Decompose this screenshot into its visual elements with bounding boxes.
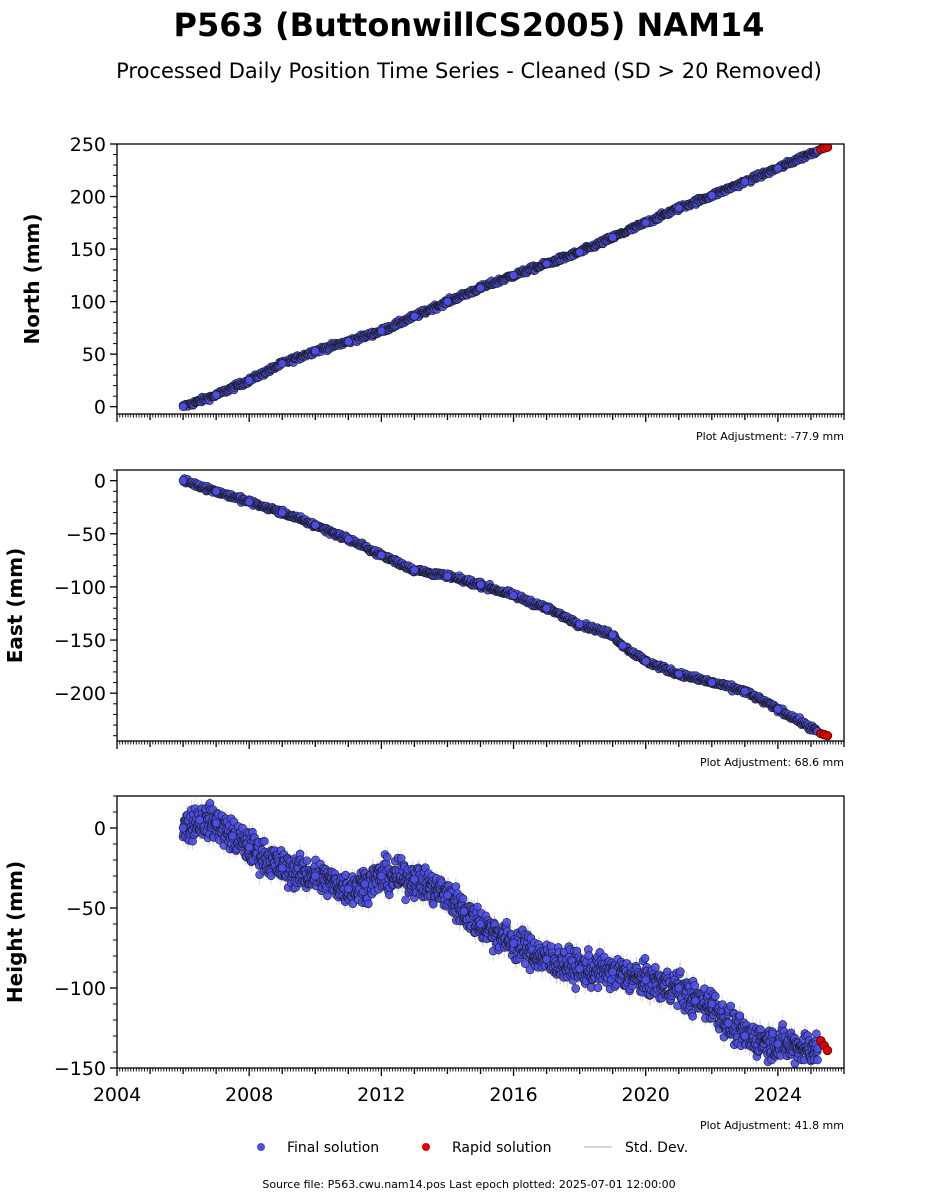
final-solution-point	[773, 163, 783, 173]
y-tick-label: −200	[54, 683, 106, 705]
final-solution-point	[707, 678, 717, 687]
final-solution-point	[476, 283, 485, 293]
final-solution-point	[410, 565, 419, 575]
final-solution-point	[310, 346, 320, 356]
height-plot-area	[178, 796, 833, 1068]
north-y-axis-label: North (mm)	[20, 213, 44, 344]
final-solution-point	[244, 376, 254, 385]
y-tick-label: −150	[54, 630, 106, 652]
final-solution-point	[410, 311, 419, 321]
north-rapid-points	[816, 144, 833, 154]
final-solution-point	[277, 359, 287, 368]
final-solution-point	[575, 619, 584, 629]
final-solution-point	[509, 591, 518, 600]
final-solution-point	[344, 337, 353, 346]
final-solution-point	[674, 203, 684, 213]
final-solution-point	[344, 534, 353, 544]
height-final-points	[178, 799, 822, 1068]
y-tick-label: 0	[94, 471, 106, 493]
rapid-solution-point	[822, 730, 833, 741]
final-solution-point	[443, 297, 452, 306]
final-solution-point	[740, 686, 750, 696]
east-rapid-points	[816, 728, 833, 741]
final-solution-point	[211, 390, 221, 400]
y-tick-label: 0	[94, 397, 106, 419]
east-y-axis-label: East (mm)	[3, 548, 27, 664]
final-solution-point	[277, 508, 287, 517]
north-plot-area	[178, 144, 833, 411]
final-solution-point	[575, 247, 584, 257]
east-final-points	[178, 474, 822, 736]
y-tick-label: 200	[70, 187, 106, 209]
final-solution-point	[608, 233, 617, 242]
final-solution-point	[476, 580, 485, 590]
y-tick-label: 150	[70, 239, 106, 261]
north-plot-adjustment-note: Plot Adjustment: -77.9 mm	[696, 430, 844, 443]
final-solution-point	[740, 177, 750, 187]
east-panel: 0 −50 −100 −150 −200 East (mm) Plot Adjustment…	[3, 469, 845, 769]
final-solution-point	[377, 550, 386, 560]
y-tick-label: 50	[82, 344, 106, 366]
north-panel: 0 50 100 150 200 250 North (mm) Plot Adjustment…	[20, 134, 845, 443]
final-solution-point	[641, 218, 651, 228]
final-solution-point	[443, 571, 452, 581]
east-plot-adjustment-note: Plot Adjustment: 68.6 mm	[700, 756, 844, 769]
east-axes-frame	[116, 469, 845, 742]
final-solution-point	[618, 641, 627, 650]
final-solution-point	[542, 603, 551, 613]
final-solution-point	[641, 656, 651, 666]
y-tick-label: 250	[70, 134, 106, 156]
final-solution-point	[211, 486, 221, 496]
final-solution-point	[377, 326, 386, 336]
y-tick-label: 100	[70, 292, 106, 314]
final-solution-point	[178, 476, 188, 485]
north-final-points	[178, 146, 822, 411]
east-plot-area	[178, 474, 833, 741]
figure-title: P563 (ButtonwillCS2005) NAM14	[174, 6, 765, 44]
figure-subtitle: Processed Daily Position Time Series - C…	[116, 59, 822, 83]
final-solution-point	[310, 520, 320, 530]
y-tick-label: −50	[66, 524, 106, 546]
rapid-solution-point	[822, 144, 833, 152]
final-solution-point	[178, 402, 188, 411]
final-solution-point	[707, 191, 717, 200]
final-solution-point	[542, 259, 551, 269]
final-solution-point	[608, 630, 617, 640]
final-solution-point	[244, 497, 254, 507]
y-tick-label: −100	[54, 577, 106, 599]
final-solution-point	[773, 704, 783, 714]
final-solution-point	[509, 271, 518, 280]
final-solution-point	[674, 669, 684, 679]
